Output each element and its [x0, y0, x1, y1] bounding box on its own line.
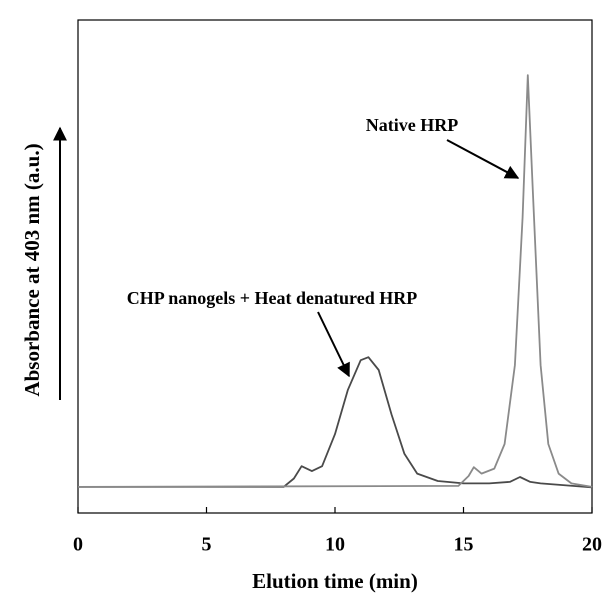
data-line [77, 74, 593, 488]
x-tick-label: 15 [454, 534, 474, 556]
annotation-arrow [317, 311, 350, 378]
annotation: CHP nanogels + Heat denatured HRP [127, 288, 417, 308]
annotation: Native HRP [366, 115, 458, 135]
x-axis-label: Elution time (min) [252, 569, 418, 593]
data-line [78, 356, 593, 489]
y-axis-label: Absorbance at 403 nm (a.u.) [20, 143, 44, 396]
x-tick-label: 0 [73, 534, 83, 556]
plot-frame [77, 19, 593, 514]
x-tick-label: 5 [202, 534, 212, 556]
x-tick-label: 20 [582, 534, 602, 556]
annotation-arrow [446, 139, 520, 179]
x-tick-label: 10 [325, 534, 345, 556]
